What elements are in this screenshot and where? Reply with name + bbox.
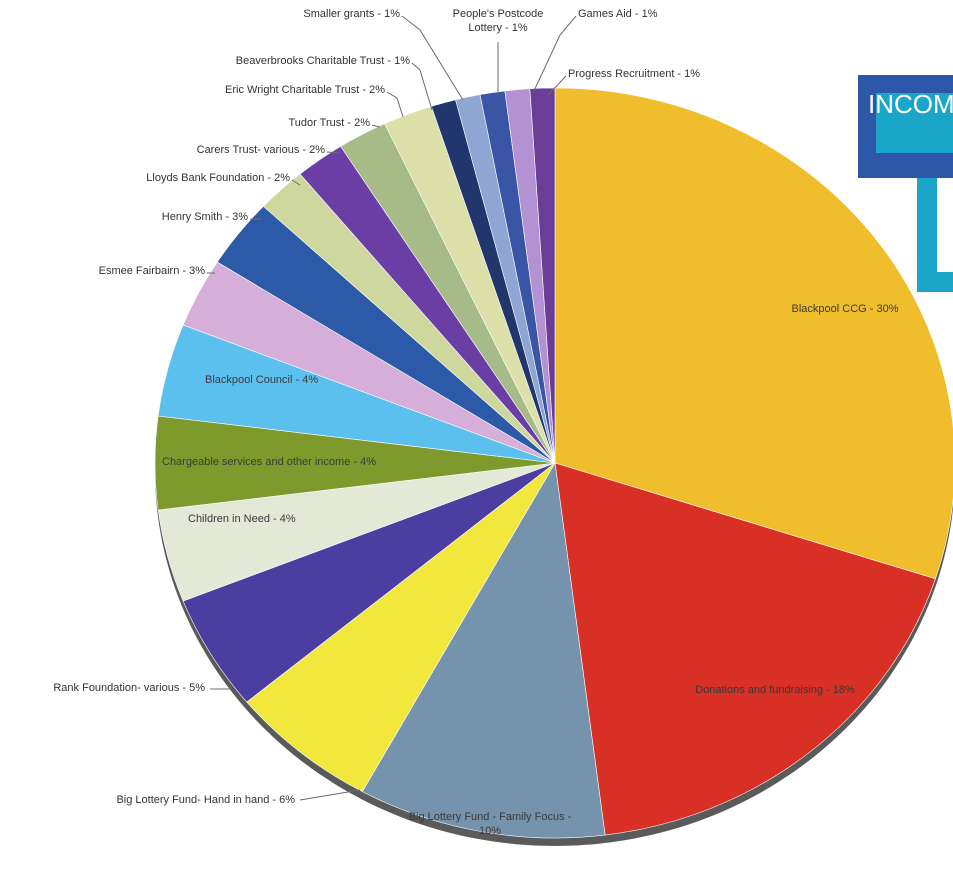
slice-label-8: Esmee Fairbairn - 3% — [99, 265, 206, 277]
slice-label-4: Rank Foundation- various - 5% — [53, 682, 205, 694]
slice-label-5: Children in Need - 4% — [188, 513, 296, 525]
leader-line-10 — [291, 179, 301, 186]
leader-line-13 — [386, 91, 404, 118]
slice-label-6: Chargeable services and other income - 4… — [162, 456, 376, 468]
pie-slices — [154, 87, 953, 846]
pie-slice-1 — [554, 462, 936, 836]
slice-label-16: People's Postcode Lottery - 1% — [453, 8, 544, 34]
slice-label-18: Progress Recruitment - 1% — [568, 68, 700, 80]
slice-label-14: Beaverbrooks Charitable Trust - 1% — [236, 55, 410, 67]
slice-label-3: Big Lottery Fund- Hand in hand - 6% — [116, 794, 295, 806]
slice-label-15: Smaller grants - 1% — [303, 8, 400, 20]
leader-line-14 — [411, 62, 433, 111]
leader-line-12 — [371, 124, 381, 128]
leader-line-18 — [547, 75, 567, 96]
slice-label-1: Donations and fundraising - 18% — [695, 684, 855, 696]
slice-label-10: Lloyds Bank Foundation - 2% — [146, 172, 290, 184]
income-banner: INCOME — [858, 75, 953, 178]
slice-label-12: Tudor Trust - 2% — [288, 117, 370, 129]
slice-label-9: Henry Smith - 3% — [162, 211, 248, 223]
slice-label-7: Blackpool Council - 4% — [205, 374, 318, 386]
leader-line-17 — [532, 15, 577, 94]
income-banner-text: INCOME — [868, 89, 953, 119]
leader-line-3 — [299, 789, 361, 801]
slice-label-17: Games Aid - 1% — [578, 8, 658, 20]
slice-labels: Blackpool CCG - 30% Donations and fundrai… — [53, 8, 898, 837]
pie-slice-2 — [361, 462, 606, 839]
slice-label-13: Eric Wright Charitable Trust - 2% — [225, 84, 385, 96]
leader-lines — [207, 15, 577, 801]
pie-slice-0 — [554, 87, 953, 580]
pie-slice-3 — [246, 462, 556, 793]
leader-line-11 — [326, 151, 341, 154]
slice-label-2: Big Lottery Fund - Family Focus -10% — [409, 811, 572, 837]
income-banner-inner — [876, 93, 953, 153]
slice-label-11: Carers Trust- various - 2% — [197, 144, 326, 156]
slice-label-0: Blackpool CCG - 30% — [792, 303, 899, 315]
leader-line-15 — [401, 15, 464, 101]
income-bracket-decoration — [917, 178, 953, 292]
